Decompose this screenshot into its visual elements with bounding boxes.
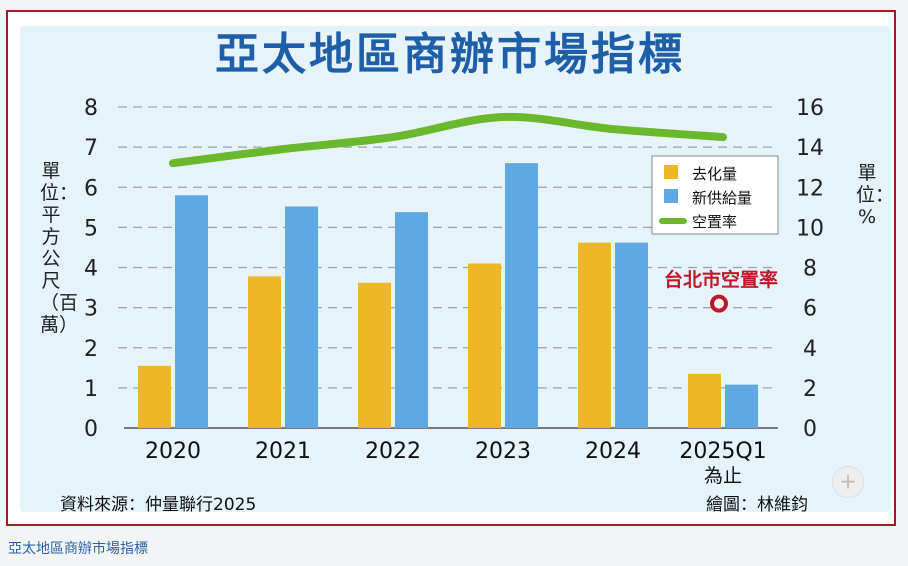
bar-absorption [688, 373, 721, 428]
bar-new-supply [615, 242, 648, 428]
y2-tick-label: 14 [796, 136, 824, 161]
bar-new-supply [175, 195, 208, 428]
y2-tick-label: 6 [803, 297, 817, 322]
x-tick-label: 2021 [255, 439, 311, 464]
y-tick-label: 4 [84, 257, 98, 282]
bar-new-supply [725, 384, 758, 428]
y2-tick-label: 16 [796, 96, 824, 121]
source-note: 資料來源：仲量聯行2025 [60, 495, 257, 515]
bar-new-supply [285, 206, 318, 428]
bar-absorption [248, 276, 281, 428]
y2-tick-label: 10 [796, 216, 824, 241]
bar-new-supply [395, 212, 428, 428]
y-tick-label: 2 [84, 337, 98, 362]
y-tick-label: 7 [84, 136, 98, 161]
bar-absorption [578, 242, 611, 428]
credit-note: 繪圖：林維鈞 [706, 495, 808, 515]
y-tick-label: 8 [84, 96, 98, 121]
figure-caption: 亞太地區商辦市場指標 [8, 541, 148, 557]
legend-swatch [664, 189, 678, 203]
y2-tick-label: 0 [803, 417, 817, 442]
legend-swatch [664, 165, 678, 179]
y2-tick-label: 2 [803, 377, 817, 402]
zoom-in-icon[interactable]: + [832, 466, 864, 498]
x-tick-label: 2023 [475, 439, 531, 464]
y2-tick-label: 8 [803, 257, 817, 282]
y-tick-label: 6 [84, 176, 98, 201]
annotation-point [710, 294, 728, 313]
x-tick-label: 2024 [585, 439, 641, 464]
chart-title: 亞太地區商辦市場指標 [215, 29, 685, 80]
y-tick-label: 3 [84, 297, 98, 322]
bar-absorption [138, 365, 171, 428]
y-tick-label: 0 [84, 417, 98, 442]
bar-absorption [358, 282, 391, 428]
bar-absorption [468, 263, 501, 428]
legend-label: 空置率 [692, 213, 737, 231]
y2-tick-label: 12 [796, 176, 824, 201]
x-tick-label: 2025Q1 [679, 439, 766, 464]
x-tick-label: 2020 [145, 439, 201, 464]
annotation-label: 台北市空置率 [664, 268, 778, 291]
y-tick-label: 1 [84, 377, 98, 402]
bar-new-supply [505, 163, 538, 429]
series-line-vacancy [169, 112, 727, 168]
x-tick-label: 2022 [365, 439, 421, 464]
legend-label: 新供給量 [692, 189, 752, 207]
legend-label: 去化量 [692, 165, 737, 183]
y2-tick-label: 4 [803, 337, 817, 362]
y-tick-label: 5 [84, 216, 98, 241]
x-tick-sublabel: 為止 [704, 465, 742, 487]
